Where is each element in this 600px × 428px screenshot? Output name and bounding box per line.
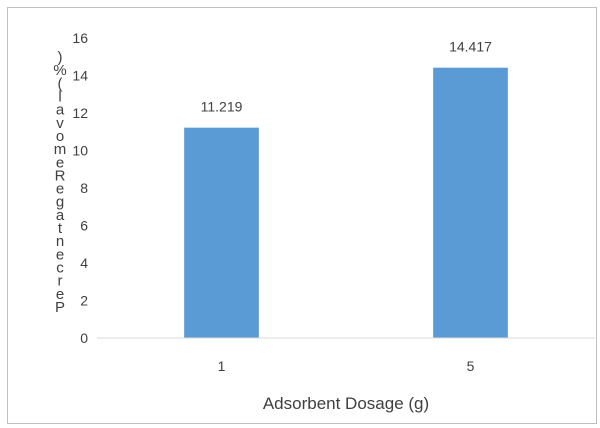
y-tick-label: 0 [80, 330, 88, 346]
y-axis-title-char: r [58, 273, 63, 290]
y-axis-title-char: a [56, 102, 65, 119]
y-axis-title-char: % [53, 62, 66, 79]
x-tick-label: 1 [218, 358, 226, 374]
x-tick-label: 5 [467, 358, 475, 374]
y-tick-label: 4 [80, 255, 88, 271]
y-axis-title-char: e [56, 246, 64, 263]
y-tick-label: 6 [80, 218, 88, 234]
y-axis-title-char: ( [58, 75, 63, 92]
y-axis-title-char: l [58, 88, 61, 105]
y-axis-title-char: n [56, 233, 64, 250]
bar [433, 67, 508, 339]
y-axis-title-char: e [56, 286, 64, 303]
y-tick-label: 2 [80, 293, 88, 309]
y-axis-title-char: R [55, 167, 66, 184]
data-label: 11.219 [201, 99, 243, 115]
y-tick-label: 16 [72, 30, 88, 46]
y-axis-title-char: ) [58, 49, 63, 66]
y-axis-title-char: m [54, 141, 67, 158]
y-axis-title-char: e [56, 154, 64, 171]
y-axis-title-char: a [56, 207, 65, 224]
y-axis-title-char: v [56, 115, 64, 132]
bar [184, 127, 259, 338]
y-axis-title-char: g [56, 194, 64, 211]
y-tick-label: 12 [72, 105, 88, 121]
y-axis-title-char: e [56, 181, 64, 198]
bars [184, 67, 508, 339]
y-axis-title-char: P [55, 299, 65, 316]
y-tick-label: 8 [80, 180, 88, 196]
data-label: 14.417 [449, 39, 492, 55]
x-axis-title: Adsorbent Dosage (g) [263, 394, 429, 413]
y-tick-label: 14 [72, 68, 88, 84]
y-tick-label: 10 [72, 143, 88, 159]
y-axis-title-char: t [58, 220, 63, 237]
data-labels: 11.219 14.417 [201, 39, 493, 115]
y-axis-title-char: c [56, 260, 64, 277]
y-axis-ticks: 0 2 4 6 8 10 12 14 16 [72, 30, 88, 346]
y-axis-title-char: o [56, 128, 64, 145]
